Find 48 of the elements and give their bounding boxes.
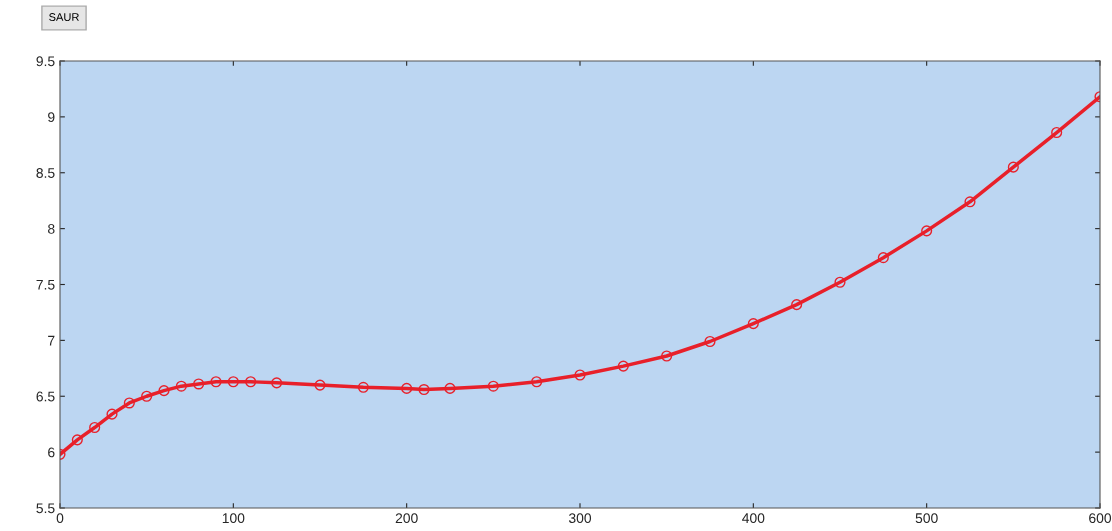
- point: [964, 196, 976, 208]
- x-tick-label: 200: [395, 513, 418, 524]
- point: [71, 434, 83, 446]
- point: [314, 379, 326, 391]
- point: [877, 252, 889, 264]
- point: [574, 369, 586, 381]
- point: [141, 390, 153, 402]
- x-tick-label: 600: [1089, 513, 1112, 524]
- y-tick-label: 6: [48, 447, 55, 458]
- point: [791, 299, 803, 311]
- point: [227, 376, 239, 388]
- point: [193, 378, 205, 390]
- point: [401, 382, 413, 394]
- point: [245, 376, 257, 388]
- point: [158, 385, 170, 397]
- point: [1051, 126, 1063, 139]
- y-tick-label: 5.5: [36, 503, 55, 514]
- x-tick-label: 100: [222, 513, 245, 524]
- y-tick-label: 7.5: [36, 279, 55, 290]
- point: [661, 350, 673, 362]
- y-tick-label: 8: [48, 223, 55, 234]
- y-tick-label: 6.5: [36, 391, 55, 402]
- x-tick-label: 400: [742, 513, 765, 524]
- point: [487, 380, 499, 392]
- point: [704, 335, 716, 348]
- x-tick-label: 0: [56, 513, 64, 524]
- point: [1007, 161, 1019, 173]
- point: [531, 376, 543, 388]
- point: [271, 377, 283, 389]
- point: [106, 408, 118, 420]
- point: [444, 382, 456, 394]
- point: [834, 276, 846, 288]
- point: [418, 383, 430, 396]
- y-tick-label: 9.5: [36, 56, 55, 67]
- point: [123, 397, 135, 409]
- y-tick-label: 8.5: [36, 168, 55, 178]
- point: [89, 421, 101, 434]
- point: [357, 381, 369, 393]
- point: [617, 360, 629, 372]
- point: [210, 376, 222, 388]
- text: SAUR: [49, 13, 79, 21]
- point: [747, 318, 759, 330]
- x-tick-label: 500: [915, 513, 938, 524]
- x-tick-label: 300: [568, 513, 592, 524]
- point: [921, 225, 933, 237]
- y-tick-label: 9: [48, 112, 55, 123]
- point: [175, 380, 187, 392]
- y-tick-label: 7: [48, 335, 55, 346]
